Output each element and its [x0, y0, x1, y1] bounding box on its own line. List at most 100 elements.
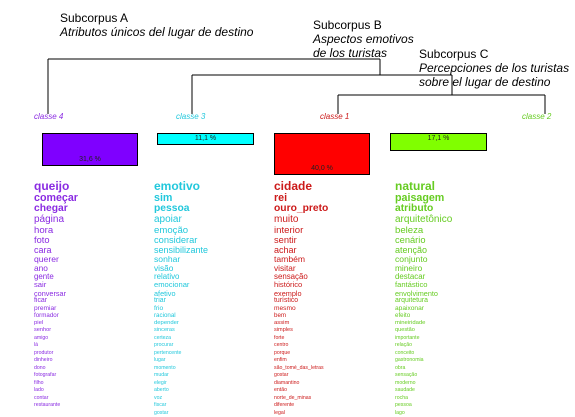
subcorpus-c-label: Subcorpus C Percepciones de los turistas…: [419, 47, 569, 89]
subcorpus-b-label: Subcorpus B Aspectos emotivos de los tur…: [313, 18, 414, 60]
subcorpus-c-subtitle-line-1: Percepciones de los turistas: [419, 61, 570, 75]
word-item: simples: [274, 327, 293, 334]
word-item: sair: [34, 280, 47, 290]
word-item: cidade: [274, 179, 313, 193]
word-item: apaixonar: [395, 304, 424, 312]
classe-4-word-list: queijo começar chegar página hora foto cara que…: [34, 180, 78, 410]
word-item: gostar: [154, 409, 169, 416]
word-item: mudar: [154, 372, 169, 379]
word-item: assim: [274, 319, 290, 326]
word-item: destacar: [395, 272, 426, 281]
word-item: pertencente: [154, 349, 182, 356]
word-item: diamantino: [274, 379, 300, 386]
word-item: são_tomé_das_letras: [274, 364, 324, 371]
word-item: visão: [154, 263, 174, 274]
word-item: muito: [274, 213, 299, 225]
word-item: frio: [154, 304, 164, 312]
word-item: mesmo: [274, 304, 296, 312]
word-item: racional: [154, 312, 176, 320]
word-item: sensação: [274, 272, 308, 281]
word-item: elegir: [154, 379, 167, 386]
word-item: sinceras: [154, 327, 175, 334]
word-item: sentir: [274, 234, 297, 245]
word-item: ficar: [34, 297, 48, 305]
subcorpus-a-subtitle: Atributos únicos del lugar de destino: [60, 25, 254, 39]
word-item: enfim: [274, 357, 287, 364]
word-item: mineiridade: [395, 319, 426, 326]
classe-3-bar: 11,1 %: [157, 133, 254, 145]
word-item: gastronomia: [395, 357, 424, 364]
word-item: atenção: [395, 244, 428, 255]
word-item: cenário: [395, 234, 426, 245]
word-item: afetivo: [154, 288, 176, 298]
classe-3-word-list: emotivo sim pessoa apoiar emoção considerar se…: [154, 180, 208, 417]
word-item: sensibilizante: [154, 244, 209, 255]
word-item: página: [34, 213, 65, 225]
classe-1-label: classe 1: [320, 112, 350, 121]
word-item: gente: [34, 272, 54, 281]
word-item: dono: [34, 364, 46, 371]
word-item: lá: [34, 342, 39, 349]
word-item: então: [274, 387, 287, 394]
subcorpus-b-title: Subcorpus B: [313, 18, 382, 32]
word-item: hora: [34, 224, 54, 236]
classe-4-bar: 31,6 %: [42, 133, 138, 166]
word-item: lago: [395, 409, 405, 416]
word-item: lugar: [154, 357, 166, 364]
word-item: achar: [274, 244, 297, 255]
word-item: moderno: [395, 379, 416, 386]
word-item: chegar: [34, 203, 68, 214]
word-item: exemplo: [274, 288, 302, 298]
word-item: envolvimento: [395, 288, 438, 298]
word-item: sensação: [395, 372, 418, 379]
word-item: começar: [34, 191, 78, 204]
word-item: pessoa: [395, 402, 412, 409]
word-item: momento: [154, 364, 176, 371]
classe-3-percent: 11,1 %: [194, 135, 217, 142]
word-item: arquitetônico: [395, 213, 453, 225]
subcorpus-c-title: Subcorpus C: [419, 47, 489, 61]
word-item: visitar: [274, 263, 296, 274]
word-item: diferente: [274, 402, 295, 409]
word-item: interior: [274, 224, 304, 236]
word-item: importante: [395, 334, 420, 341]
word-item: norte_de_minas: [274, 394, 312, 401]
word-item: foto: [34, 234, 50, 245]
word-item: sim: [154, 191, 173, 204]
word-item: cara: [34, 244, 52, 255]
word-item: relativo: [154, 272, 180, 281]
word-item: ouro_preto: [274, 203, 329, 214]
word-item: procurar: [154, 342, 174, 349]
word-item: lado: [34, 387, 44, 394]
subcorpus-a-label: Subcorpus A Atributos únicos del lugar d…: [60, 11, 253, 39]
word-item: senhor: [34, 327, 52, 334]
classe-1-word-list: cidade rei ouro_preto muito interior sentir ac…: [274, 180, 328, 417]
word-item: certeza: [154, 334, 172, 341]
word-item: depender: [154, 319, 179, 326]
word-item: questão: [395, 327, 415, 334]
word-item: arquitetura: [395, 297, 428, 305]
word-item: atributo: [395, 203, 434, 214]
word-item: gostar: [274, 372, 289, 379]
word-item: emocionar: [154, 280, 190, 290]
word-item: fiscar: [154, 402, 167, 409]
word-item: conversar: [34, 288, 67, 298]
word-item: ano: [34, 263, 48, 274]
word-item: efeito: [395, 312, 411, 320]
subcorpus-c-subtitle-line-2: sobre el lugar de destino: [419, 75, 551, 89]
word-item: porque: [274, 349, 291, 356]
word-item: conceito: [395, 349, 415, 356]
word-item: relação: [395, 342, 413, 349]
word-item: aberto: [154, 387, 169, 394]
word-item: filho: [34, 379, 44, 386]
subcorpus-b-subtitle-line-1: Aspectos emotivos: [313, 32, 414, 46]
word-item: contar: [34, 394, 49, 401]
subcorpus-a-title: Subcorpus A: [60, 11, 129, 25]
classe-2-percent: 17,1 %: [427, 135, 450, 142]
word-item: beleza: [395, 224, 424, 236]
word-item: legal: [274, 409, 285, 416]
word-item: forte: [274, 334, 285, 341]
word-item: queijo: [34, 179, 70, 193]
word-item: fantástico: [395, 280, 428, 290]
word-item: também: [274, 254, 306, 265]
